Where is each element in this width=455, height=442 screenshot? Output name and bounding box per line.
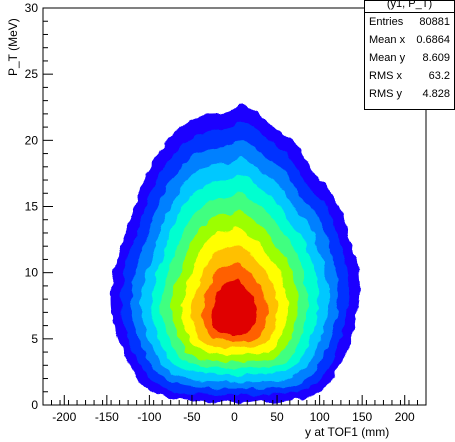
- x-tick-label: 150: [352, 410, 372, 424]
- y-tick-label: 25: [25, 67, 39, 81]
- stats-entries-value: 80881: [419, 16, 450, 28]
- stats-mean-x-value: 0.6864: [416, 34, 450, 46]
- x-tick-label: 200: [395, 410, 415, 424]
- contour-level-10: [211, 280, 258, 335]
- y-tick-label: 20: [25, 133, 39, 147]
- x-tick-label: -100: [137, 410, 161, 424]
- stats-rms-y-value: 4.828: [422, 88, 450, 100]
- x-tick-label: -150: [95, 410, 119, 424]
- x-tick-label: 0: [231, 410, 238, 424]
- density-contours: [110, 105, 360, 403]
- x-tick-label: 100: [310, 410, 330, 424]
- y-tick-label: 0: [31, 398, 38, 412]
- stats-entries: Entries 80881: [369, 13, 450, 31]
- x-tick-label: -50: [183, 410, 201, 424]
- stats-rms-x-value: 63.2: [428, 70, 450, 82]
- stats-mean-y-label: Mean y: [369, 52, 406, 64]
- x-axis: -200 -150 -100 -50 0 50 100 150 200: [42, 395, 427, 424]
- stats-rms-x-label: RMS x: [369, 70, 402, 82]
- stats-title: (y1, P_T): [386, 0, 433, 10]
- x-tick-label: -200: [52, 410, 76, 424]
- x-tick-label: 50: [270, 410, 284, 424]
- stats-mean-x-label: Mean x: [369, 34, 406, 46]
- stats-rms-y-label: RMS y: [369, 88, 402, 100]
- x-axis-label: y at TOF1 (mm): [305, 425, 390, 439]
- stats-mean-y-value: 8.609: [422, 52, 450, 64]
- y-tick-label: 30: [25, 1, 39, 15]
- stats-box: (y1, P_T) Entries 80881 Mean x 0.6864 Me…: [364, 0, 455, 110]
- y-tick-label: 10: [25, 266, 39, 280]
- stats-entries-label: Entries: [369, 16, 404, 28]
- y-tick-label: 15: [25, 200, 39, 214]
- stats-mean-x: Mean x 0.6864: [369, 31, 450, 49]
- stats-mean-y: Mean y 8.609: [369, 49, 450, 67]
- y-tick-label: 5: [31, 332, 38, 346]
- stats-divider: [365, 12, 454, 13]
- y-axis: 0 5 10 15 20 25 30: [25, 1, 53, 412]
- y-axis-label: P_T (MeV): [6, 18, 20, 76]
- stats-rms-y: RMS y 4.828: [369, 85, 450, 103]
- stats-rms-x: RMS x 63.2: [369, 67, 450, 85]
